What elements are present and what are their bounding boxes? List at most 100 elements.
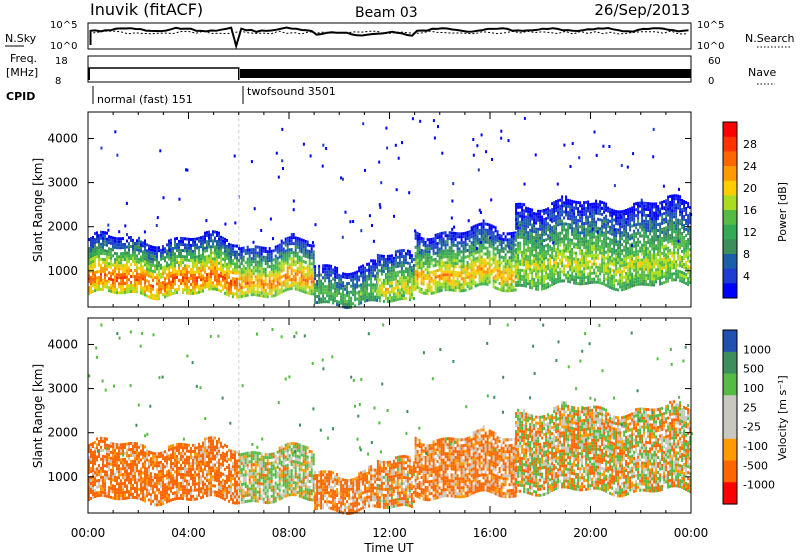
heatmap-cell xyxy=(258,245,261,249)
heatmap-cell xyxy=(460,271,463,275)
heatmap-cell xyxy=(412,297,415,301)
heatmap-cell xyxy=(464,270,467,274)
heatmap-cell xyxy=(198,266,200,270)
heatmap-cell xyxy=(252,269,255,273)
heatmap-cell xyxy=(512,249,515,253)
heatmap-cell xyxy=(240,292,243,295)
heatmap-cell xyxy=(392,265,395,269)
heatmap-cell xyxy=(440,267,443,271)
heatmap-cell xyxy=(124,269,126,273)
heatmap-cell xyxy=(653,271,656,275)
heatmap-cell xyxy=(106,240,108,244)
heatmap-cell xyxy=(158,249,160,253)
heatmap-cell xyxy=(535,257,538,261)
heatmap-cell xyxy=(314,298,317,302)
heatmap-cell xyxy=(579,273,582,277)
heatmap-cell xyxy=(625,230,628,233)
heatmap-cell xyxy=(348,291,351,294)
heatmap-cell xyxy=(653,256,656,260)
heatmap-cell xyxy=(104,279,106,283)
heatmap-cell xyxy=(246,293,249,297)
heatmap-cell xyxy=(527,219,530,223)
heatmap-cell xyxy=(418,239,421,242)
heatmap-cell xyxy=(561,261,564,265)
heatmap-cell xyxy=(474,224,477,228)
heatmap-cell xyxy=(414,284,417,288)
heatmap-cell xyxy=(478,252,481,256)
heatmap-cell xyxy=(555,251,558,255)
heatmap-cell xyxy=(484,240,487,244)
heatmap-cell xyxy=(236,244,238,248)
heatmap-cell xyxy=(420,275,423,279)
heatmap-cell xyxy=(569,265,572,269)
heatmap-cell xyxy=(238,262,241,266)
heatmap-cell xyxy=(258,281,261,285)
heatmap-cell xyxy=(593,232,596,236)
heatmap-cell xyxy=(607,224,610,228)
heatmap-cell xyxy=(400,273,403,277)
heatmap-cell xyxy=(416,264,419,268)
heatmap-cell xyxy=(591,271,594,275)
heatmap-cell xyxy=(653,244,656,248)
heatmap-cell xyxy=(647,283,650,287)
heatmap-cell xyxy=(593,268,596,272)
heatmap-cell xyxy=(272,282,275,286)
heatmap-cell xyxy=(581,252,584,256)
heatmap-cell xyxy=(533,254,536,258)
heatmap-cell xyxy=(523,284,526,288)
heatmap-cell xyxy=(486,228,489,232)
heatmap-cell xyxy=(531,223,534,227)
heatmap-cell xyxy=(166,276,168,280)
heatmap-cell xyxy=(551,265,554,269)
heatmap-cell xyxy=(561,204,564,208)
heatmap-cell xyxy=(659,207,662,211)
heatmap-cell xyxy=(519,223,522,227)
heatmap-cell xyxy=(192,282,194,286)
heatmap-cell xyxy=(410,272,413,276)
heatmap-cell xyxy=(502,277,505,281)
heatmap-cell xyxy=(587,281,590,285)
heatmap-cell xyxy=(448,285,451,289)
heatmap-cell xyxy=(585,260,588,264)
heatmap-cell xyxy=(112,281,114,285)
heatmap-cell xyxy=(326,276,329,280)
heatmap-cell xyxy=(396,264,399,268)
heatmap-cell xyxy=(625,221,628,224)
heatmap-cell xyxy=(240,283,243,286)
heatmap-cell xyxy=(112,254,114,258)
heatmap-cell xyxy=(228,266,230,270)
heatmap-cell xyxy=(661,263,664,267)
heatmap-cell xyxy=(186,255,188,259)
heatmap-cell xyxy=(378,269,381,273)
heatmap-cell xyxy=(555,272,558,276)
heatmap-cell xyxy=(242,249,245,253)
heatmap-cell xyxy=(649,232,652,236)
heatmap-cell xyxy=(575,203,578,207)
heatmap-cell xyxy=(583,255,586,259)
heatmap-cell xyxy=(222,278,224,282)
heatmap-cell xyxy=(601,260,604,264)
heatmap-cell xyxy=(156,279,158,283)
heatmap-cell xyxy=(637,249,640,253)
heatmap-cell xyxy=(478,261,481,265)
heatmap-cell xyxy=(292,242,295,246)
heatmap-cell xyxy=(200,269,202,273)
heatmap-cell xyxy=(312,244,315,248)
heatmap-cell xyxy=(458,241,461,245)
heatmap-cell xyxy=(96,237,98,241)
heatmap-cell xyxy=(310,262,313,266)
heatmap-cell xyxy=(240,271,243,274)
heatmap-cell xyxy=(296,272,299,276)
heatmap-cell xyxy=(529,207,532,211)
heatmap-cell xyxy=(382,299,385,303)
heatmap-cell xyxy=(98,249,100,252)
heatmap-cell xyxy=(543,275,546,278)
heatmap-cell xyxy=(242,285,245,289)
heatmap-cell xyxy=(643,204,646,208)
heatmap-cell xyxy=(633,244,636,248)
heatmap-cell xyxy=(521,208,524,212)
heatmap-cell xyxy=(354,292,357,296)
heatmap-cell xyxy=(282,247,285,251)
heatmap-cell xyxy=(559,204,562,208)
heatmap-cell xyxy=(450,288,453,292)
